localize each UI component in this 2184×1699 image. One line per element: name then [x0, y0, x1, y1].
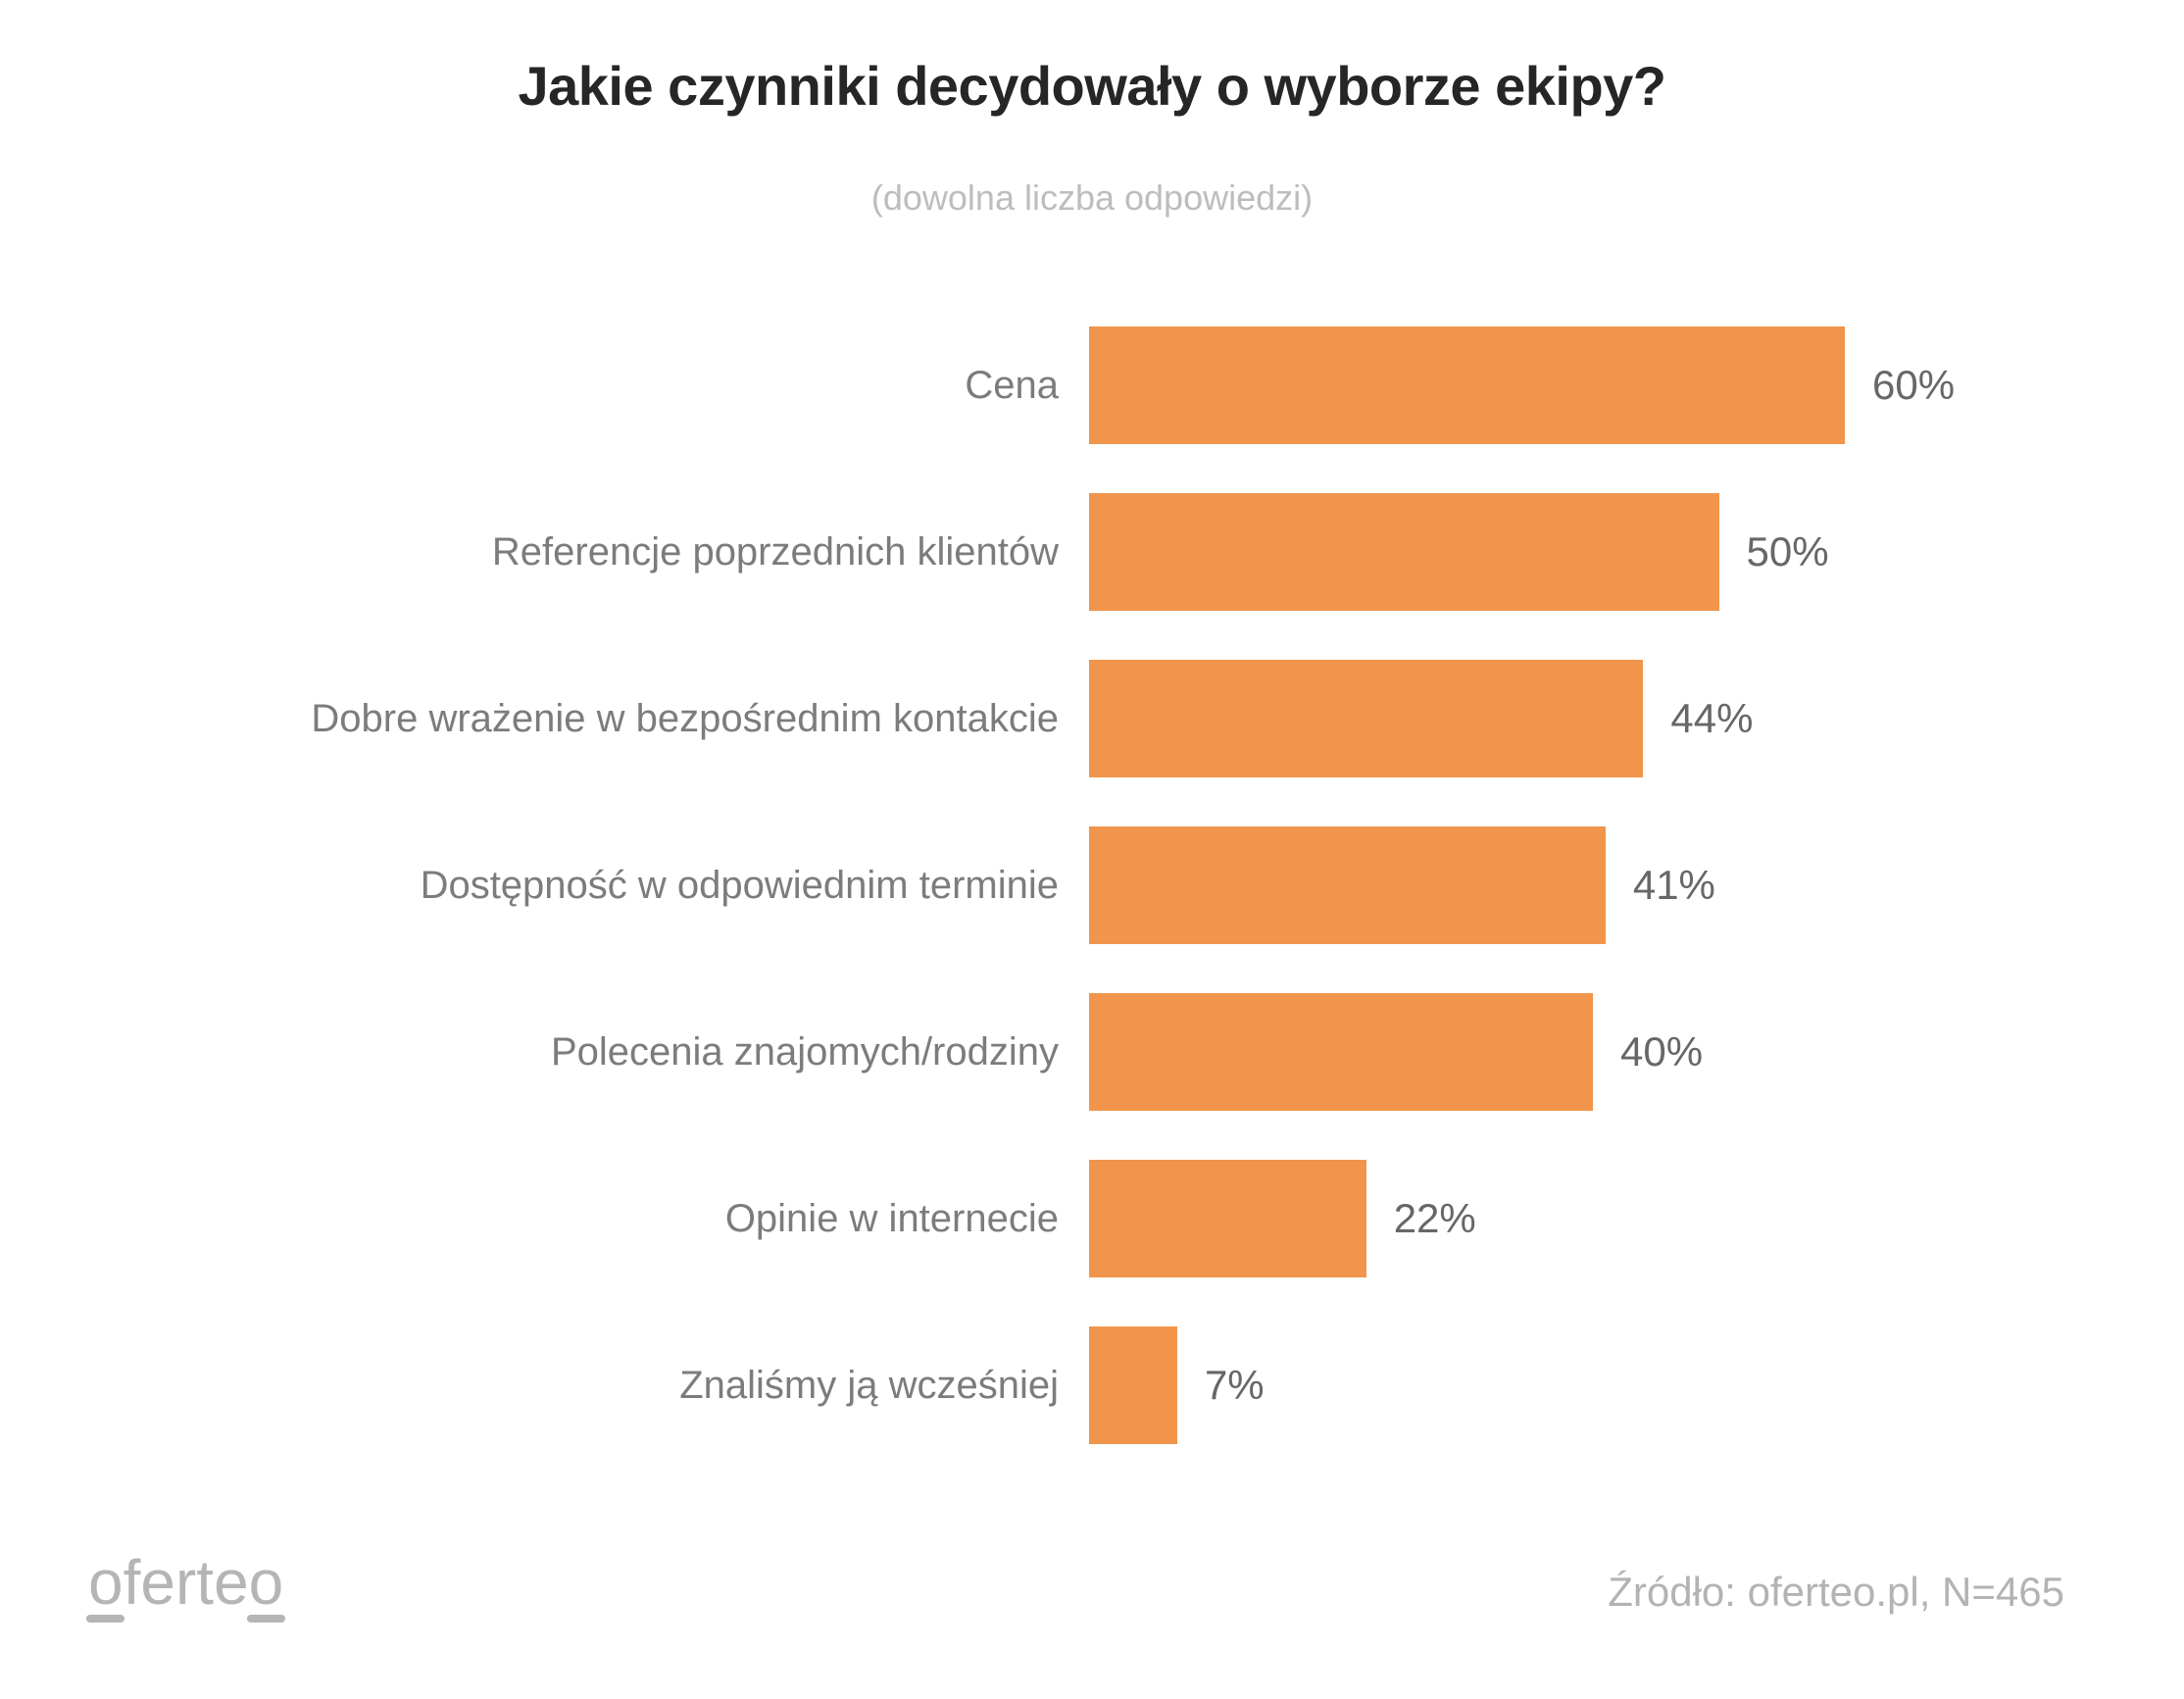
chart-subtitle: (dowolna liczba odpowiedzi) — [870, 177, 1314, 218]
chart-row: Dostępność w odpowiednim terminie 41% — [0, 826, 2184, 944]
chart-row: Opinie w internecie 22% — [0, 1160, 2184, 1277]
bar-value: 40% — [1620, 1028, 1704, 1074]
logo-underline-first-o — [86, 1615, 124, 1623]
source-note: Źródło: oferteo.pl, N=465 — [1608, 1569, 2064, 1615]
bar — [1089, 1326, 1177, 1444]
bar-value: 22% — [1393, 1195, 1476, 1241]
chart-row: Cena 60% — [0, 326, 2184, 444]
oferteo-logo: oferteo — [86, 1551, 285, 1623]
bar-value: 7% — [1204, 1362, 1265, 1408]
bar — [1089, 826, 1606, 944]
bar-label: Cena — [965, 364, 1059, 407]
bar-chart: Cena 60% Referencje poprzednich klientów 50… — [0, 326, 2184, 1449]
chart-row: Referencje poprzednich klientów 50% — [0, 493, 2184, 611]
logo-underline-last-o — [247, 1615, 285, 1623]
chart-row: Polecenia znajomych/rodziny 40% — [0, 993, 2184, 1111]
chart-title: Jakie czynniki decydowały o wyborze ekip… — [518, 55, 1666, 117]
bar-value: 44% — [1670, 695, 1754, 741]
bar-value: 60% — [1872, 362, 1956, 408]
bar-label: Polecenia znajomych/rodziny — [550, 1030, 1059, 1074]
bar-label: Referencje poprzednich klientów — [491, 530, 1059, 574]
bar — [1089, 326, 1845, 444]
bar — [1089, 993, 1593, 1111]
bar — [1089, 493, 1719, 611]
oferteo-logo-text: oferteo — [88, 1547, 284, 1618]
chart-row: Dobre wrażenie w bezpośrednim kontakcie 4… — [0, 660, 2184, 777]
bar-value: 41% — [1632, 862, 1715, 908]
bar — [1089, 660, 1644, 777]
bar-label: Dostępność w odpowiednim terminie — [420, 864, 1059, 907]
bar-value: 50% — [1746, 528, 1829, 575]
bar-label: Dobre wrażenie w bezpośrednim kontakcie — [311, 697, 1059, 740]
bar-label: Opinie w internecie — [724, 1197, 1059, 1240]
bar-label: Znaliśmy ją wcześniej — [679, 1364, 1059, 1407]
chart-row: Znaliśmy ją wcześniej 7% — [0, 1326, 2184, 1444]
bar — [1089, 1160, 1366, 1277]
